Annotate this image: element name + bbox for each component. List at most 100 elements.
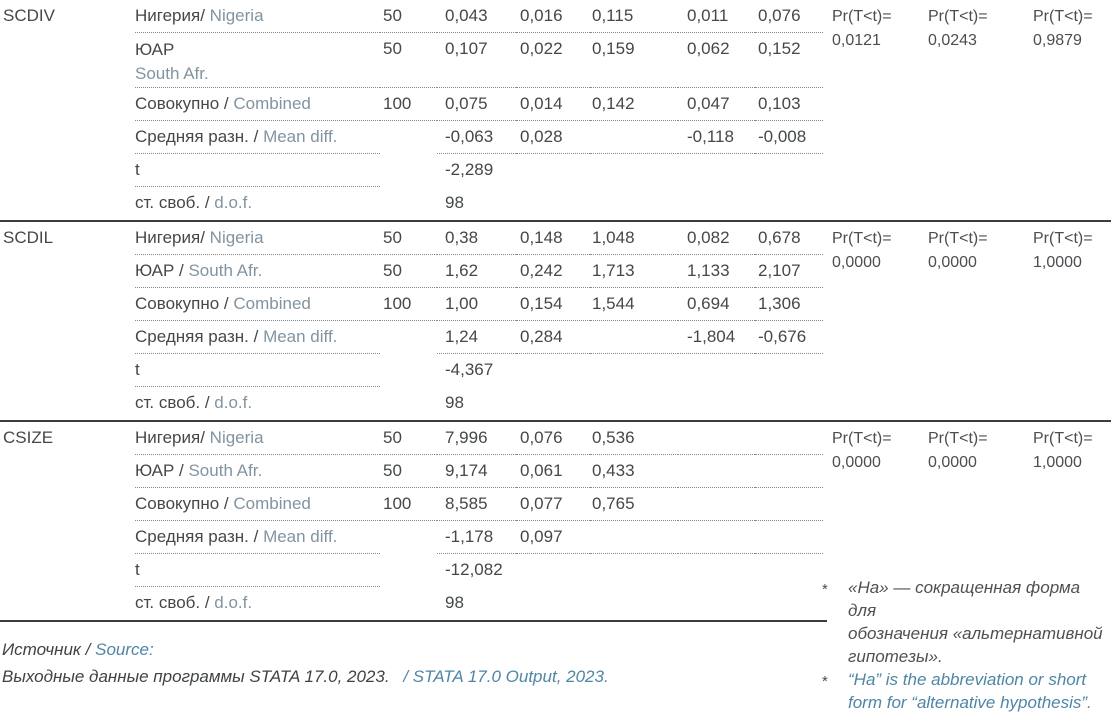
ci-lo-value: 0,011: [678, 0, 755, 33]
mean-value: 0,075: [437, 88, 516, 121]
ci-lo-value: [678, 587, 755, 620]
sd-value: 1,544: [590, 288, 678, 321]
pr-t-less-t-label: Pr(T<t)=: [928, 430, 988, 447]
se-value: 0,016: [516, 0, 590, 33]
mean-value: 0,107: [437, 33, 516, 88]
pr-cell: Pr(T<t)= 0,0000: [823, 422, 920, 620]
source-value-ru: Выходные данные программы STATA 17.0, 20…: [2, 667, 390, 686]
pr-t-less-t-label: Pr(T<t)=: [1033, 430, 1093, 447]
n-value: 50: [380, 33, 437, 88]
sd-value: [590, 554, 678, 587]
variable-name: SCDIL: [3, 228, 54, 247]
label-russian: Средняя разн. /: [135, 527, 259, 546]
pr-cell: Pr(T<t)= 0,0000: [823, 222, 920, 420]
source-label-ru: Источник /: [2, 640, 91, 659]
label-russian: Совокупно /: [135, 494, 229, 513]
source-label-en: Source:: [95, 640, 154, 659]
ci-hi-value: 0,152: [755, 33, 823, 88]
group-label: Совокупно / Combined: [135, 288, 380, 321]
n-value: [380, 387, 437, 420]
sd-value: [590, 321, 678, 354]
mean-value: 1,24: [437, 321, 516, 354]
n-value: 50: [380, 0, 437, 33]
label-english: Nigeria: [209, 428, 264, 447]
sd-value: 0,142: [590, 88, 678, 121]
group-label: Средняя разн. / Mean diff.: [135, 521, 380, 554]
ci-hi-value: [755, 187, 823, 220]
n-value: 50: [380, 455, 437, 488]
sd-value: [590, 121, 678, 154]
mean-value: -1,178: [437, 521, 516, 554]
group-label: Совокупно / Combined: [135, 88, 380, 121]
pr-value: 1,0000: [1033, 454, 1082, 471]
group-label: ЮАР South Afr.: [135, 33, 380, 88]
group-label: Средняя разн. / Mean diff.: [135, 121, 380, 154]
n-value: 100: [380, 88, 437, 121]
ci-hi-value: [755, 354, 823, 387]
pr-cell: Pr(T<t)= 0,0000: [920, 422, 1027, 620]
mean-value: -2,289: [445, 160, 494, 179]
se-value: [516, 587, 590, 620]
group-label: ЮАР / South Afr.: [135, 455, 380, 488]
mean-value: 0,38: [437, 222, 516, 255]
ci-hi-value: -0,676: [755, 321, 823, 354]
variable-block-scdiv: SCDIV Нигерия/ Nigeria 50 0,043 0,016 0,115 0,…: [0, 0, 1111, 222]
sd-value: 1,048: [590, 222, 678, 255]
mean-value: -4,367: [445, 360, 494, 379]
mean-value: -12,082: [445, 560, 503, 579]
sd-value: 0,115: [590, 0, 678, 33]
pr-cell: Pr(T<t)= 1,0000: [1027, 422, 1111, 620]
se-value: 0,154: [516, 288, 590, 321]
mean-value: 7,996: [437, 422, 516, 455]
ci-lo-value: [678, 455, 755, 488]
se-value: [516, 187, 590, 220]
pr-t-less-t-label: Pr(T<t)=: [928, 8, 988, 25]
se-value: 0,077: [516, 488, 590, 521]
group-label: Нигерия/ Nigeria: [135, 0, 380, 33]
label-english: South Afr.: [188, 261, 263, 280]
pr-value: 0,0000: [832, 254, 881, 271]
group-label: Нигерия/ Nigeria: [135, 422, 380, 455]
pr-t-less-t-label: Pr(T<t)=: [832, 8, 892, 25]
ci-hi-value: 0,076: [755, 0, 823, 33]
ci-hi-value: 0,103: [755, 88, 823, 121]
ci-lo-value: [678, 154, 755, 187]
ci-hi-value: [755, 387, 823, 420]
se-value: 0,148: [516, 222, 590, 255]
mean-value: 1,62: [437, 255, 516, 288]
ci-hi-value: [755, 554, 823, 587]
ci-lo-value: 0,694: [678, 288, 755, 321]
mean-value: 98: [445, 393, 464, 412]
n-value: [380, 187, 437, 220]
group-label: Совокупно / Combined: [135, 488, 380, 521]
pr-value: 0,0121: [832, 32, 881, 49]
label-english: d.o.f.: [214, 393, 253, 412]
variable-name: SCDIV: [3, 6, 55, 25]
se-value: 0,097: [516, 521, 590, 554]
sd-value: [590, 154, 678, 187]
label-english: South Afr.: [135, 64, 209, 83]
label-russian: Средняя разн. /: [135, 127, 259, 146]
se-value: [516, 354, 590, 387]
table-bottom-rule: [0, 620, 827, 622]
se-value: 0,076: [516, 422, 590, 455]
n-value: 100: [380, 488, 437, 521]
ci-hi-value: [755, 455, 823, 488]
ci-hi-value: [755, 422, 823, 455]
se-value: [516, 154, 590, 187]
ci-hi-value: 2,107: [755, 255, 823, 288]
label-russian: ст. своб. /: [135, 193, 210, 212]
label-english: d.o.f.: [214, 193, 253, 212]
sd-value: [590, 521, 678, 554]
source-line-1: Источник / Source:: [2, 636, 609, 663]
pr-cell: Pr(T<t)= 0,0121: [823, 0, 920, 220]
asterisk-icon: *: [822, 673, 828, 690]
ci-lo-value: -0,118: [678, 121, 755, 154]
asterisk-icon: *: [822, 581, 828, 598]
sd-value: 0,536: [590, 422, 678, 455]
footnote-text-en: “Ha” is the abbreviation or short form f…: [848, 670, 1092, 712]
label-russian: Совокупно /: [135, 294, 229, 313]
label-russian: ЮАР: [135, 40, 175, 59]
pr-value: 0,9879: [1033, 32, 1082, 49]
mean-value: 8,585: [437, 488, 516, 521]
